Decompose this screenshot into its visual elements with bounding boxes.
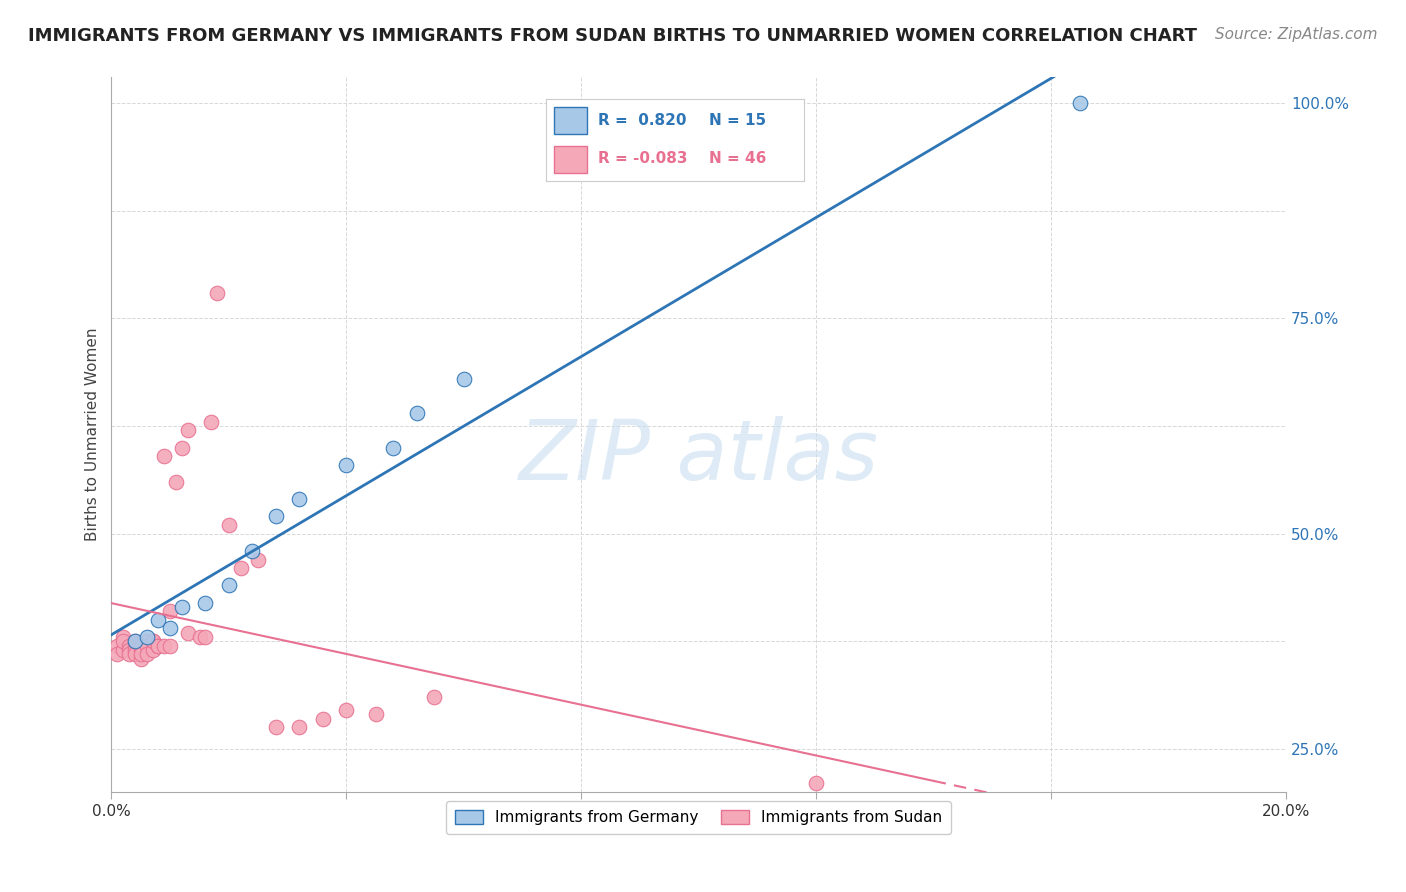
Point xyxy=(288,720,311,734)
Point xyxy=(288,492,311,507)
Point xyxy=(148,639,170,653)
Point xyxy=(124,643,146,657)
Point xyxy=(129,639,152,653)
Legend: Immigrants from Germany, Immigrants from Sudan: Immigrants from Germany, Immigrants from… xyxy=(446,801,952,834)
Point xyxy=(159,604,181,618)
Point xyxy=(205,285,228,300)
Point xyxy=(129,651,152,665)
Point xyxy=(124,647,146,661)
Point xyxy=(405,406,427,420)
Point xyxy=(264,509,287,524)
Point xyxy=(105,639,128,653)
Point xyxy=(194,596,217,610)
Point xyxy=(112,643,135,657)
Text: Source: ZipAtlas.com: Source: ZipAtlas.com xyxy=(1215,27,1378,42)
Point xyxy=(135,639,157,653)
Point xyxy=(335,703,357,717)
Point xyxy=(129,643,152,657)
Point xyxy=(364,707,387,722)
Text: IMMIGRANTS FROM GERMANY VS IMMIGRANTS FROM SUDAN BIRTHS TO UNMARRIED WOMEN CORRE: IMMIGRANTS FROM GERMANY VS IMMIGRANTS FR… xyxy=(28,27,1197,45)
Point xyxy=(148,639,170,653)
Point xyxy=(200,415,222,429)
Point xyxy=(453,372,475,386)
Point xyxy=(135,634,157,648)
Point xyxy=(153,449,176,463)
Point xyxy=(118,643,141,657)
Point xyxy=(153,639,176,653)
Point xyxy=(312,712,335,726)
Point xyxy=(177,424,200,438)
Point xyxy=(264,720,287,734)
Point xyxy=(159,621,181,635)
Point xyxy=(382,441,405,455)
Point xyxy=(1069,96,1091,111)
Point xyxy=(135,647,157,661)
Y-axis label: Births to Unmarried Women: Births to Unmarried Women xyxy=(86,328,100,541)
Point xyxy=(194,630,217,644)
Point xyxy=(188,630,211,644)
Point xyxy=(335,458,357,472)
Point xyxy=(112,634,135,648)
Point xyxy=(247,552,270,566)
Point xyxy=(141,634,163,648)
Point xyxy=(105,647,128,661)
Point xyxy=(124,634,146,648)
Point xyxy=(170,441,193,455)
Point xyxy=(129,647,152,661)
Text: ZIP atlas: ZIP atlas xyxy=(519,416,879,497)
Point xyxy=(240,544,263,558)
Point xyxy=(804,776,827,790)
Point xyxy=(118,639,141,653)
Point xyxy=(165,475,187,489)
Point xyxy=(229,561,252,575)
Point xyxy=(118,647,141,661)
Point xyxy=(124,634,146,648)
Point xyxy=(170,599,193,614)
Point xyxy=(148,613,170,627)
Point xyxy=(135,630,157,644)
Point xyxy=(159,639,181,653)
Point xyxy=(423,690,446,705)
Point xyxy=(124,639,146,653)
Point xyxy=(218,578,240,592)
Point xyxy=(218,518,240,533)
Point xyxy=(112,630,135,644)
Point xyxy=(141,643,163,657)
Point xyxy=(177,625,200,640)
Point xyxy=(141,634,163,648)
